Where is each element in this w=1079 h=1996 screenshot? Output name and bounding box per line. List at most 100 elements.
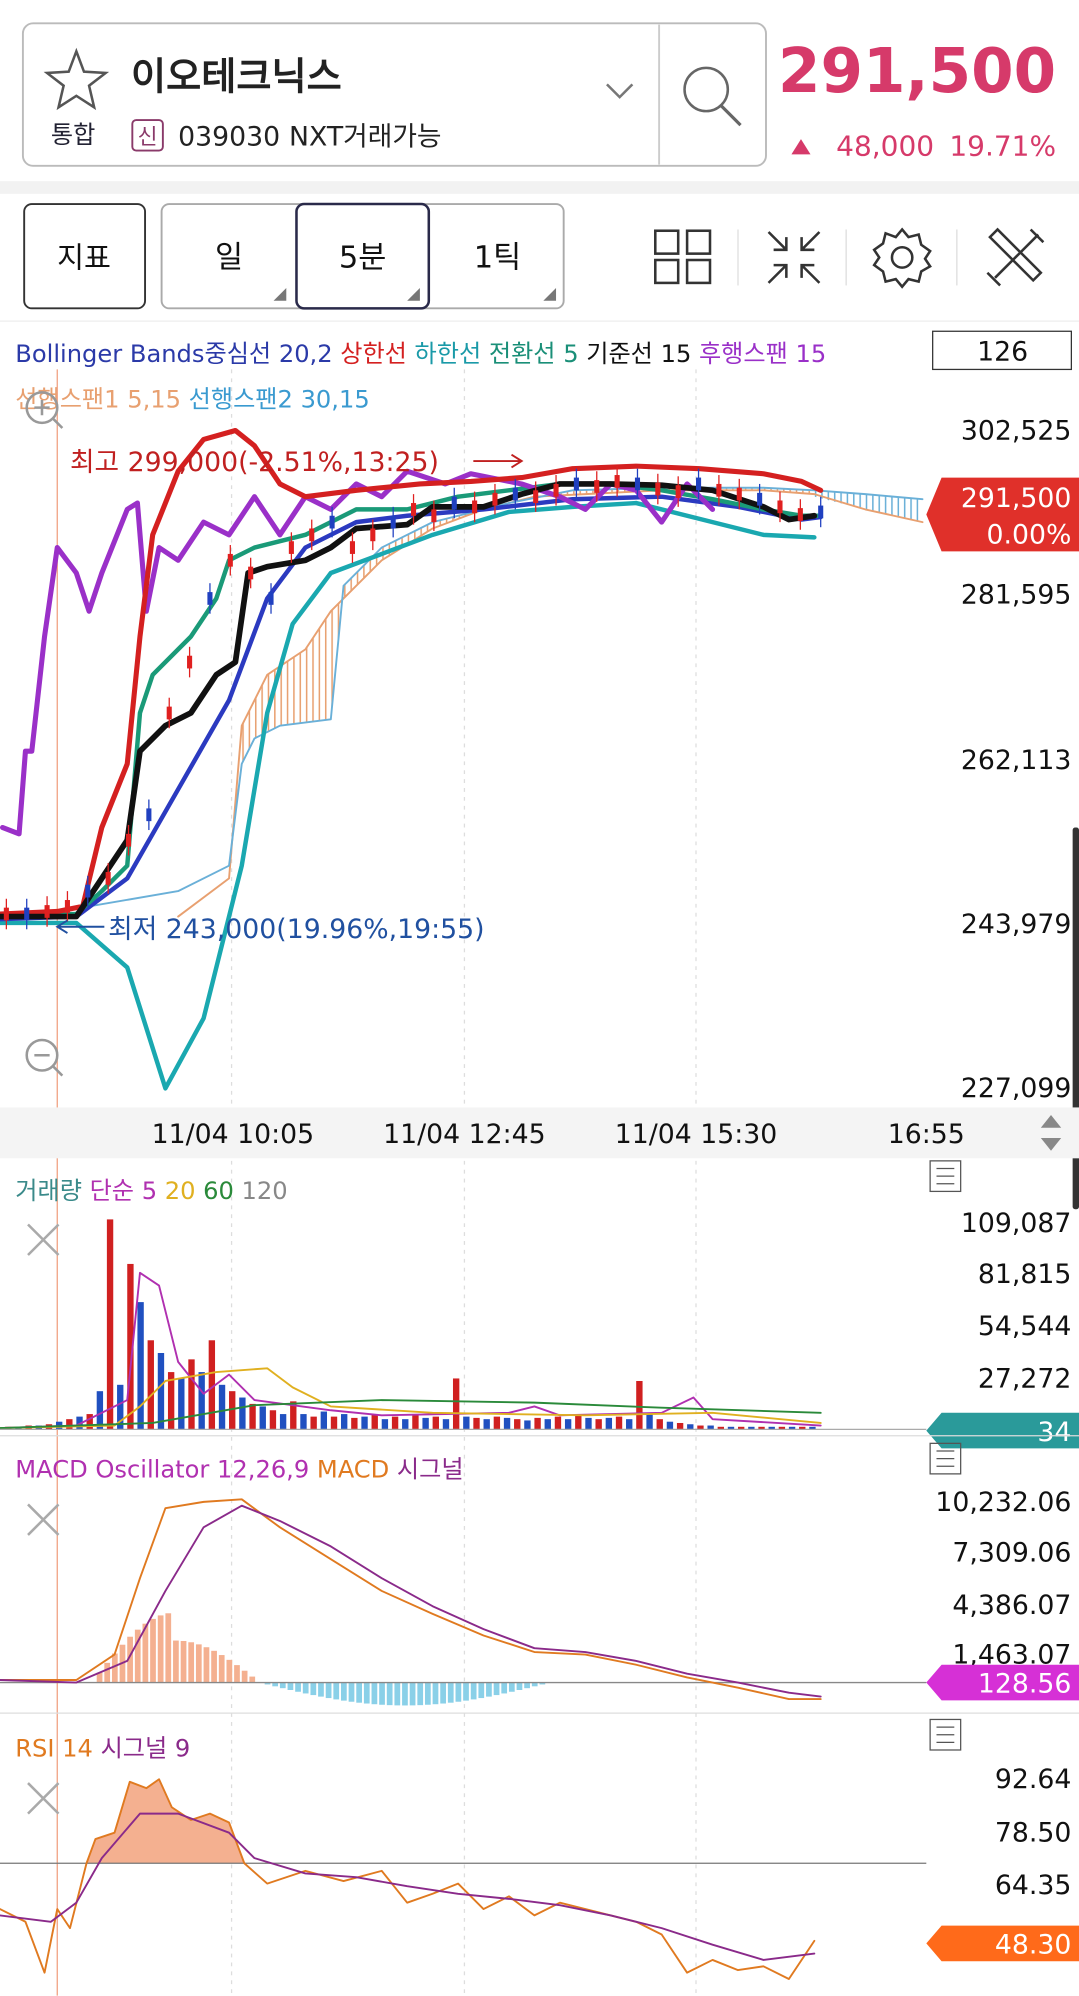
macd-bar	[531, 1682, 538, 1687]
icon-part	[929, 1442, 962, 1475]
x-label: 11/04 10:05	[152, 1119, 315, 1150]
shrink-icon[interactable]	[767, 231, 821, 284]
candle-body	[696, 477, 702, 491]
volume-bar	[676, 1422, 684, 1430]
close-panel[interactable]	[27, 1782, 60, 1815]
volume-bar	[483, 1419, 490, 1430]
period-5min[interactable]: 5분	[339, 241, 387, 276]
legend-item: 시그널 9	[101, 1734, 191, 1762]
macd-bar	[272, 1682, 279, 1687]
legend-item: 단순 5	[90, 1177, 158, 1205]
volume-bar	[575, 1414, 582, 1430]
legend-item: 선행스팬1 5,15	[15, 386, 181, 414]
x-label: 16:55	[888, 1119, 965, 1150]
volume-bar	[239, 1397, 246, 1430]
panel-menu[interactable]	[929, 1442, 962, 1475]
icon-part	[27, 1782, 60, 1815]
separator	[0, 181, 1079, 194]
low-arrow	[55, 919, 105, 934]
macd-tag	[926, 1664, 1079, 1701]
lower-band	[0, 500, 817, 1091]
leading-span-1	[177, 489, 924, 918]
volume-bar	[341, 1414, 348, 1430]
volume-bar	[402, 1419, 409, 1430]
candle-body	[451, 496, 457, 510]
legend-item: Bollinger Bands중심선 20,2	[15, 340, 332, 368]
candle-body	[309, 528, 315, 542]
price-tag	[926, 477, 1079, 552]
search-card	[21, 22, 767, 167]
search-button[interactable]	[683, 66, 742, 127]
macd-bar	[302, 1682, 309, 1694]
icon-part	[685, 229, 712, 255]
volume-bar	[157, 1353, 165, 1430]
icon-part	[654, 229, 680, 255]
axis-scroll[interactable]	[1040, 1115, 1062, 1151]
dropdown-chevron[interactable]	[606, 83, 634, 99]
candle-body	[818, 505, 824, 519]
macd-bar	[501, 1682, 508, 1694]
volume-bar	[66, 1419, 73, 1430]
macd-bar	[188, 1642, 195, 1683]
legend-item: 거래량	[15, 1177, 82, 1205]
volume-bar	[137, 1302, 144, 1430]
y-label: 54,544	[978, 1311, 1072, 1342]
macd-bar	[325, 1682, 332, 1699]
volume-bar	[96, 1391, 104, 1430]
y-label: 64.35	[995, 1870, 1071, 1901]
zoom-out[interactable]	[25, 1038, 64, 1077]
panel-menu[interactable]	[929, 1718, 962, 1751]
macd-bar	[341, 1682, 347, 1701]
bar-count: 126	[977, 337, 1028, 368]
macd-bar	[203, 1647, 210, 1683]
volume-bar	[697, 1425, 704, 1430]
icon-part	[929, 1718, 962, 1751]
macd-legend: MACD Oscillator 12,26,9 MACD 시그널	[15, 1456, 463, 1484]
favorite-star[interactable]	[43, 47, 110, 111]
legend-item: MACD Oscillator 12,26,9	[15, 1456, 309, 1484]
macd-bar	[195, 1644, 202, 1683]
icon-part	[986, 227, 1045, 287]
legend-item: 하한선	[415, 340, 482, 368]
tools-icon[interactable]	[986, 227, 1045, 287]
candle-body	[410, 503, 417, 516]
macd-bar	[402, 1682, 408, 1706]
macd-bar	[218, 1655, 225, 1683]
zoom-in[interactable]	[25, 391, 64, 429]
volume-bar	[626, 1419, 633, 1430]
layout-icon[interactable]	[654, 229, 712, 285]
y-label: 10,232.06	[935, 1487, 1071, 1518]
volume-bar	[799, 1426, 806, 1430]
volume-bar	[778, 1426, 786, 1430]
y-label: 27,272	[978, 1363, 1072, 1394]
y-label: 262,113	[961, 745, 1072, 776]
indicator-button[interactable]	[23, 203, 147, 310]
macd-bar	[379, 1682, 385, 1705]
candle-body	[634, 477, 641, 491]
volume-bar	[585, 1417, 592, 1430]
volume-bar	[422, 1417, 429, 1430]
macd-bar	[249, 1676, 256, 1683]
volume-bar	[198, 1372, 205, 1430]
high-annotation: 최고 299,000(-2.51%,13:25)	[70, 447, 439, 478]
credit-badge: 신	[138, 125, 158, 150]
volume-bar	[117, 1384, 124, 1430]
settings-icon[interactable]	[872, 227, 932, 289]
close-panel[interactable]	[27, 1223, 60, 1256]
candle-body	[349, 541, 356, 554]
panel-menu[interactable]	[929, 1160, 962, 1193]
icon-part	[25, 1038, 59, 1072]
volume-bar	[361, 1416, 368, 1430]
macd-bar	[234, 1665, 240, 1683]
icon-part	[654, 258, 680, 285]
candle-body	[390, 515, 396, 529]
close-panel[interactable]	[27, 1503, 60, 1536]
candle-body	[492, 492, 498, 506]
candle-body	[288, 541, 294, 554]
period-day[interactable]: 일	[215, 241, 243, 276]
volume-bar	[351, 1417, 358, 1430]
bar-count-box[interactable]	[932, 330, 1073, 371]
macd-bar	[157, 1615, 164, 1683]
period-selected[interactable]	[295, 202, 431, 310]
period-tick[interactable]: 1틱	[474, 241, 522, 276]
